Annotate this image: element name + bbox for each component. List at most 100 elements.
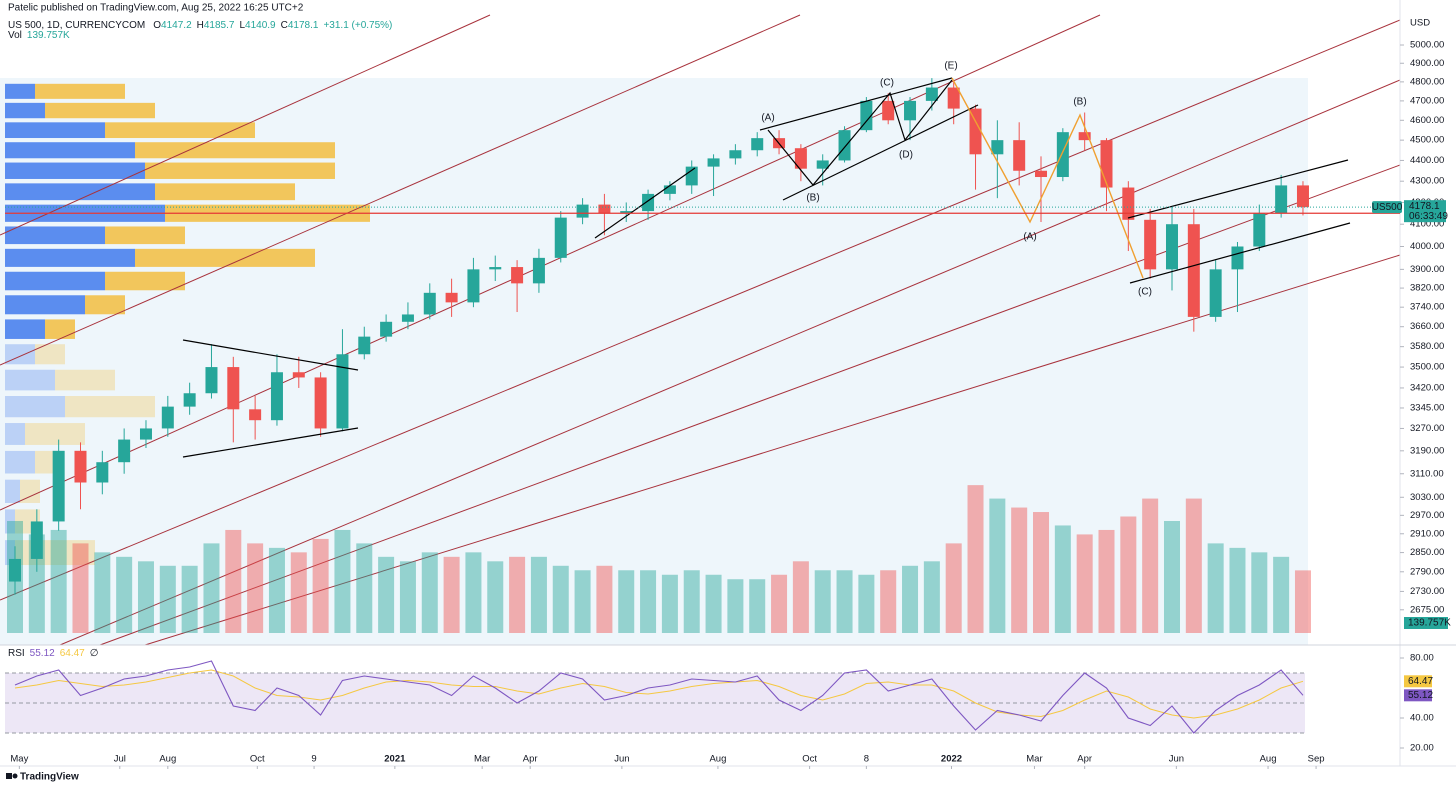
y-tick-label: 4000.00 — [1410, 241, 1444, 252]
change: +31.1 (+0.75%) — [323, 20, 392, 31]
candle-body — [118, 439, 131, 463]
candle-body — [270, 372, 283, 421]
x-tick-label: Apr — [523, 754, 538, 765]
rsi-ma-line — [14, 669, 1304, 719]
volume-bar — [836, 570, 853, 633]
volume-bar — [705, 574, 722, 633]
candle-body — [1078, 132, 1091, 141]
profile-down — [35, 83, 125, 99]
trend-line — [759, 77, 953, 131]
ohlc-label: L — [239, 20, 245, 31]
volume-bar — [967, 485, 984, 633]
rsi-band — [5, 673, 1305, 733]
volume-bar — [378, 556, 395, 633]
footer-logo: TradingView — [6, 772, 79, 783]
rsi-tick-label: 20.00 — [1410, 743, 1434, 754]
ohlc-value: 4185.7 — [204, 20, 235, 31]
x-tick-label: 9 — [311, 754, 316, 765]
logo-mark — [12, 773, 18, 779]
volume-bar — [683, 570, 700, 633]
volume-bar — [465, 552, 482, 633]
volume-bar — [487, 561, 504, 633]
wave-label: (B) — [1073, 97, 1086, 108]
volume-bar — [1098, 529, 1115, 633]
profile-up — [5, 479, 20, 503]
volume-bar — [749, 579, 766, 633]
wave-label: (A) — [761, 113, 774, 124]
volume-bar — [989, 498, 1006, 633]
profile-down — [45, 319, 75, 339]
y-tick-label: 3900.00 — [1410, 264, 1444, 275]
price-tag-bg — [1404, 200, 1446, 223]
trend-line — [594, 167, 696, 239]
candle-body — [794, 148, 807, 169]
volume-bar — [1294, 570, 1311, 633]
y-tick-label: 4900.00 — [1410, 58, 1444, 69]
rsi-value: 55.12 — [30, 648, 55, 659]
x-tick-label: 8 — [864, 754, 869, 765]
candle-body — [1122, 187, 1135, 220]
volume-bar — [596, 565, 613, 633]
channel-line — [59, 79, 1401, 646]
symbol-tag: US500 — [1372, 202, 1403, 213]
y-tick-label: 2730.00 — [1410, 586, 1444, 597]
wave-label: (E) — [944, 61, 957, 72]
profile-up — [5, 540, 15, 566]
profile-up — [5, 271, 105, 291]
volume-bar — [225, 529, 242, 633]
candle-body — [445, 292, 458, 303]
volume-bar — [137, 561, 154, 633]
y-tick-label: 4800.00 — [1410, 76, 1444, 87]
rsi-ma-tag-bg — [1404, 675, 1432, 688]
wave-label: (C) — [1138, 287, 1152, 298]
profile-down — [105, 226, 185, 245]
candle-body — [838, 130, 851, 161]
candle-body — [663, 185, 676, 194]
x-tick-label: May — [10, 754, 28, 765]
y-tick-label: 2790.00 — [1410, 566, 1444, 577]
volume-bar — [1120, 516, 1137, 633]
candle-body — [9, 558, 21, 582]
ohlc-value: 4140.9 — [245, 20, 276, 31]
x-tick-label: Mar — [1026, 754, 1042, 765]
volume-bar — [574, 570, 591, 633]
profile-down — [135, 142, 335, 159]
profile-down — [105, 122, 255, 139]
y-tick-label: 3580.00 — [1410, 341, 1444, 352]
candle-body — [554, 217, 567, 258]
volume-legend: Vol 139.757K — [8, 30, 70, 41]
profile-up — [5, 319, 45, 339]
ohlc-value: 4178.1 — [288, 20, 319, 31]
x-tick-label: Sep — [1308, 754, 1325, 765]
symbol-tag-bg — [1372, 201, 1402, 214]
profile-up — [5, 509, 15, 534]
y-tick-label: 4300.00 — [1410, 176, 1444, 187]
profile-down — [45, 102, 155, 119]
wave-label: (A) — [1023, 232, 1036, 243]
candle-body — [598, 204, 611, 214]
candle-body — [292, 372, 305, 378]
volume-bar — [530, 556, 547, 633]
x-tick-label: Oct — [250, 754, 265, 765]
volume-bar — [661, 574, 678, 633]
candle-body — [401, 314, 414, 322]
channel-line — [0, 14, 801, 366]
y-tick-label: 3740.00 — [1410, 302, 1444, 313]
y-tick-label: 3420.00 — [1410, 382, 1444, 393]
volume-bar — [792, 561, 809, 633]
candle-body — [1231, 246, 1244, 270]
candle-body — [1253, 213, 1266, 247]
candle-body — [336, 354, 349, 429]
profile-up — [5, 295, 85, 315]
profile-down — [15, 540, 95, 566]
wave-label: (B) — [806, 193, 819, 204]
candle-body — [139, 428, 152, 440]
channel-line — [99, 164, 1401, 646]
volume-bar — [1207, 543, 1224, 633]
volume-bar — [290, 552, 307, 633]
volume-bar — [28, 534, 45, 633]
volume-bar — [72, 543, 89, 633]
trend-line — [182, 427, 359, 458]
ohlc-label: O — [153, 20, 161, 31]
